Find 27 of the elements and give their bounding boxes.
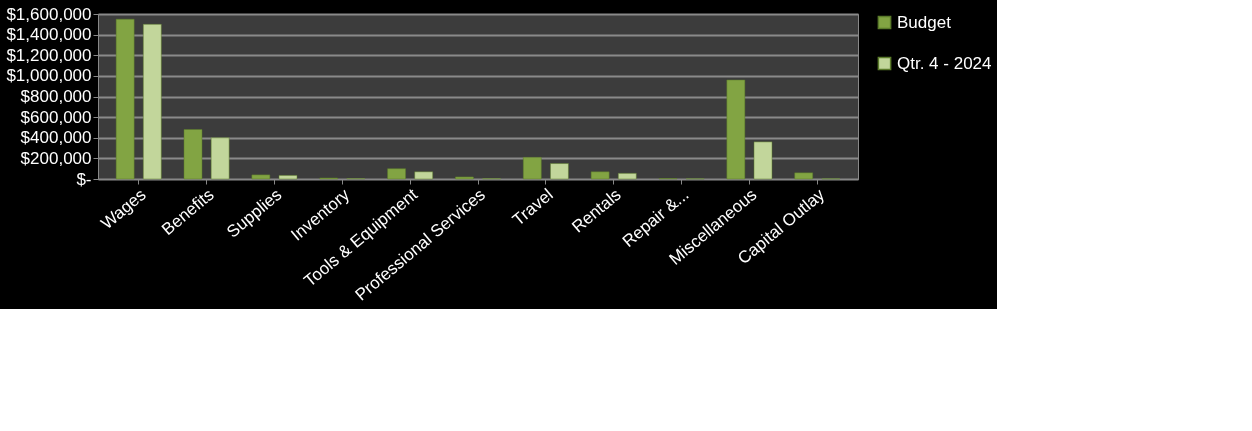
bar <box>387 168 406 180</box>
y-tick-label: $1,600,000 <box>6 4 92 24</box>
bar <box>550 163 569 180</box>
y-tick-label: $400,000 <box>20 128 92 148</box>
bar <box>278 175 298 180</box>
bar <box>115 18 135 180</box>
bar <box>726 79 746 180</box>
bar <box>618 173 637 180</box>
bar <box>523 157 542 180</box>
bar <box>251 174 271 180</box>
bar <box>414 171 433 180</box>
bar <box>143 24 162 180</box>
bar <box>183 129 203 180</box>
bar <box>210 137 230 180</box>
y-tick-label: $800,000 <box>20 87 92 106</box>
legend-label: Budget <box>897 12 952 32</box>
y-tick-label: $600,000 <box>20 107 92 127</box>
bar <box>753 141 773 180</box>
y-tick-label: $200,000 <box>20 148 92 168</box>
bar <box>794 172 813 180</box>
y-tick-label: $1,200,000 <box>6 45 92 65</box>
bar <box>590 171 610 180</box>
y-tick-label: $1,400,000 <box>6 25 92 45</box>
bar <box>455 176 474 180</box>
legend-label: Qtr. 4 - 2024 <box>897 53 992 73</box>
y-tick-label: $- <box>76 169 92 189</box>
y-tick-label: $1,000,000 <box>6 66 92 86</box>
